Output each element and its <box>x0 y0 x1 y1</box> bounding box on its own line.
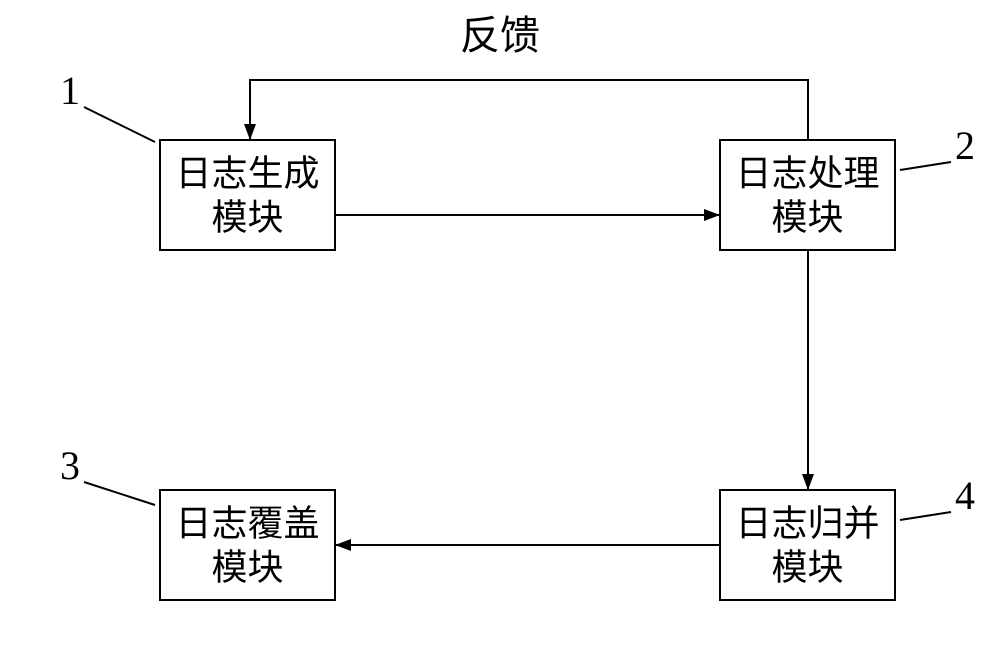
diagram-canvas: 日志生成模块1日志处理模块2日志覆盖模块3日志归并模块4 反馈 <box>0 0 1000 648</box>
arrowhead-e12 <box>704 209 720 221</box>
labels-layer: 反馈 <box>460 13 540 58</box>
leader-line <box>900 512 951 520</box>
node-line2: 模块 <box>771 197 843 237</box>
node-line1: 日志覆盖 <box>175 503 319 543</box>
leader-line <box>900 162 951 170</box>
node-line2: 模块 <box>211 547 283 587</box>
node-n2: 日志处理模块 2 <box>720 123 975 250</box>
leader-line <box>84 482 155 505</box>
node-line1: 日志处理 <box>735 153 879 193</box>
node-number: 2 <box>955 123 975 168</box>
node-number: 4 <box>955 473 975 518</box>
edge-e_fb <box>250 80 808 140</box>
node-line1: 日志生成 <box>175 153 319 193</box>
feedback-label: 反馈 <box>460 13 540 58</box>
node-n3: 日志覆盖模块 3 <box>60 443 335 600</box>
arrowhead-e_fb <box>244 124 256 140</box>
arrowhead-e24 <box>802 474 814 490</box>
node-number: 1 <box>60 68 80 113</box>
node-n4: 日志归并模块 4 <box>720 473 975 600</box>
node-line2: 模块 <box>211 197 283 237</box>
arrowhead-e43 <box>335 539 351 551</box>
node-number: 3 <box>60 443 80 488</box>
leader-line <box>84 107 155 142</box>
node-n1: 日志生成模块 1 <box>60 68 335 250</box>
node-line2: 模块 <box>771 547 843 587</box>
node-line1: 日志归并 <box>735 503 879 543</box>
nodes-layer: 日志生成模块1日志处理模块2日志覆盖模块3日志归并模块4 <box>60 68 975 600</box>
